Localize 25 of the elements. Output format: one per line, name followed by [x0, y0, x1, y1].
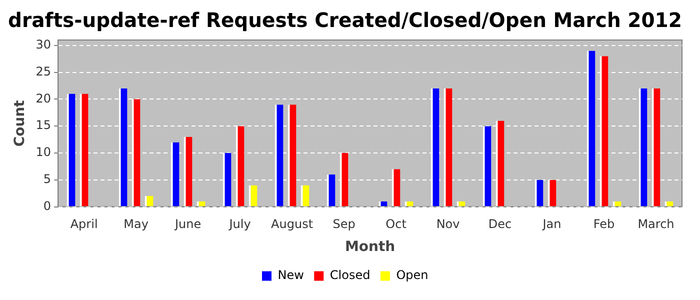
x-tick-label: March [638, 217, 674, 232]
x-tick-label: April [70, 217, 98, 232]
x-tick-label: August [271, 217, 314, 232]
x-tick-label: Feb [593, 217, 615, 232]
y-tick-label: 15 [36, 118, 52, 132]
x-tick-label: May [124, 217, 148, 232]
legend-label: New [278, 268, 304, 282]
y-tick-label: 30 [36, 38, 52, 52]
chart-title: drafts-update-ref Requests Created/Closed/Open March 2012 [8, 8, 682, 32]
x-tick-label: July [228, 217, 251, 232]
x-tick-label: Dec [488, 217, 512, 232]
x-axis-title: Month [344, 239, 396, 256]
y-axis-title: Count [12, 100, 28, 147]
x-tick-label: Jan [542, 217, 562, 232]
y-tick-label: 10 [36, 145, 52, 160]
legend-label: Open [396, 268, 428, 282]
x-tick-label: Nov [436, 217, 460, 232]
x-tick-label: Oct [386, 217, 407, 232]
y-tick-label: 20 [36, 91, 52, 106]
y-tick-label: 0 [43, 198, 52, 213]
legend-label: Closed [330, 268, 370, 282]
y-tick-label: 25 [36, 64, 52, 78]
y-tick-label: 5 [43, 172, 52, 186]
x-tick-label: June [174, 217, 202, 232]
x-tick-label: Sep [332, 217, 356, 232]
